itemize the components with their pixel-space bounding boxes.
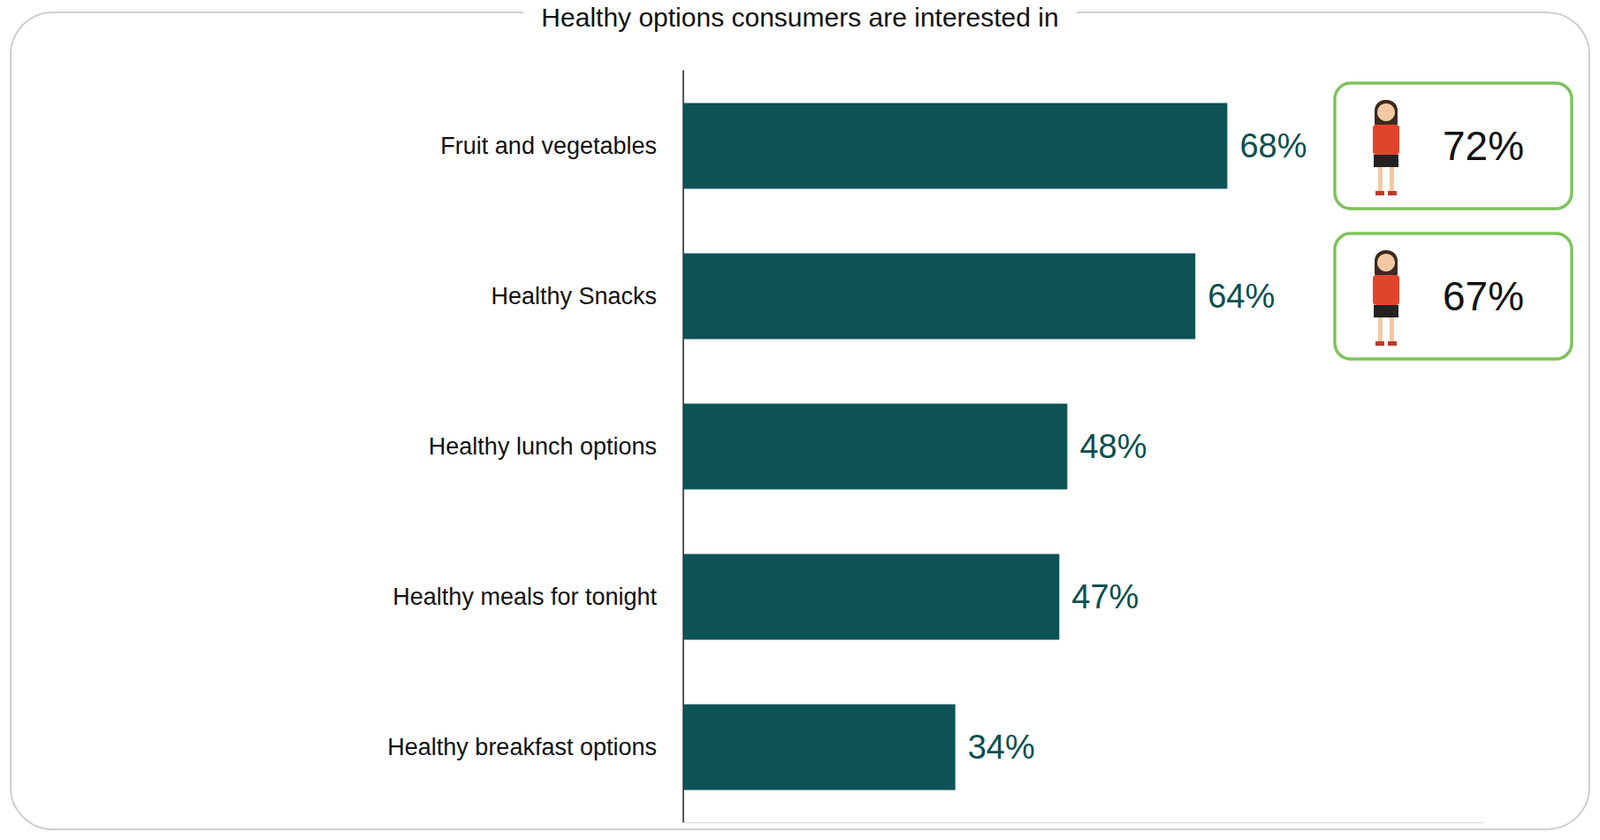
svg-text:48%: 48% — [1079, 427, 1147, 465]
svg-text:64%: 64% — [1207, 277, 1275, 315]
svg-text:Healthy lunch options: Healthy lunch options — [428, 433, 657, 460]
svg-text:Healthy Snacks: Healthy Snacks — [490, 282, 657, 310]
svg-text:34%: 34% — [967, 728, 1036, 766]
svg-text:72%: 72% — [1442, 122, 1524, 169]
svg-text:47%: 47% — [1071, 578, 1139, 616]
svg-text:Healthy meals for tonight: Healthy meals for tonight — [392, 583, 657, 610]
svg-text:Fruit and vegetables: Fruit and vegetables — [440, 132, 657, 160]
svg-text:67%: 67% — [1442, 273, 1524, 320]
svg-text:Healthy options consumers are: Healthy options consumers are interested… — [540, 2, 1059, 32]
svg-text:Healthy breakfast options: Healthy breakfast options — [387, 733, 657, 761]
svg-text:68%: 68% — [1239, 127, 1307, 165]
